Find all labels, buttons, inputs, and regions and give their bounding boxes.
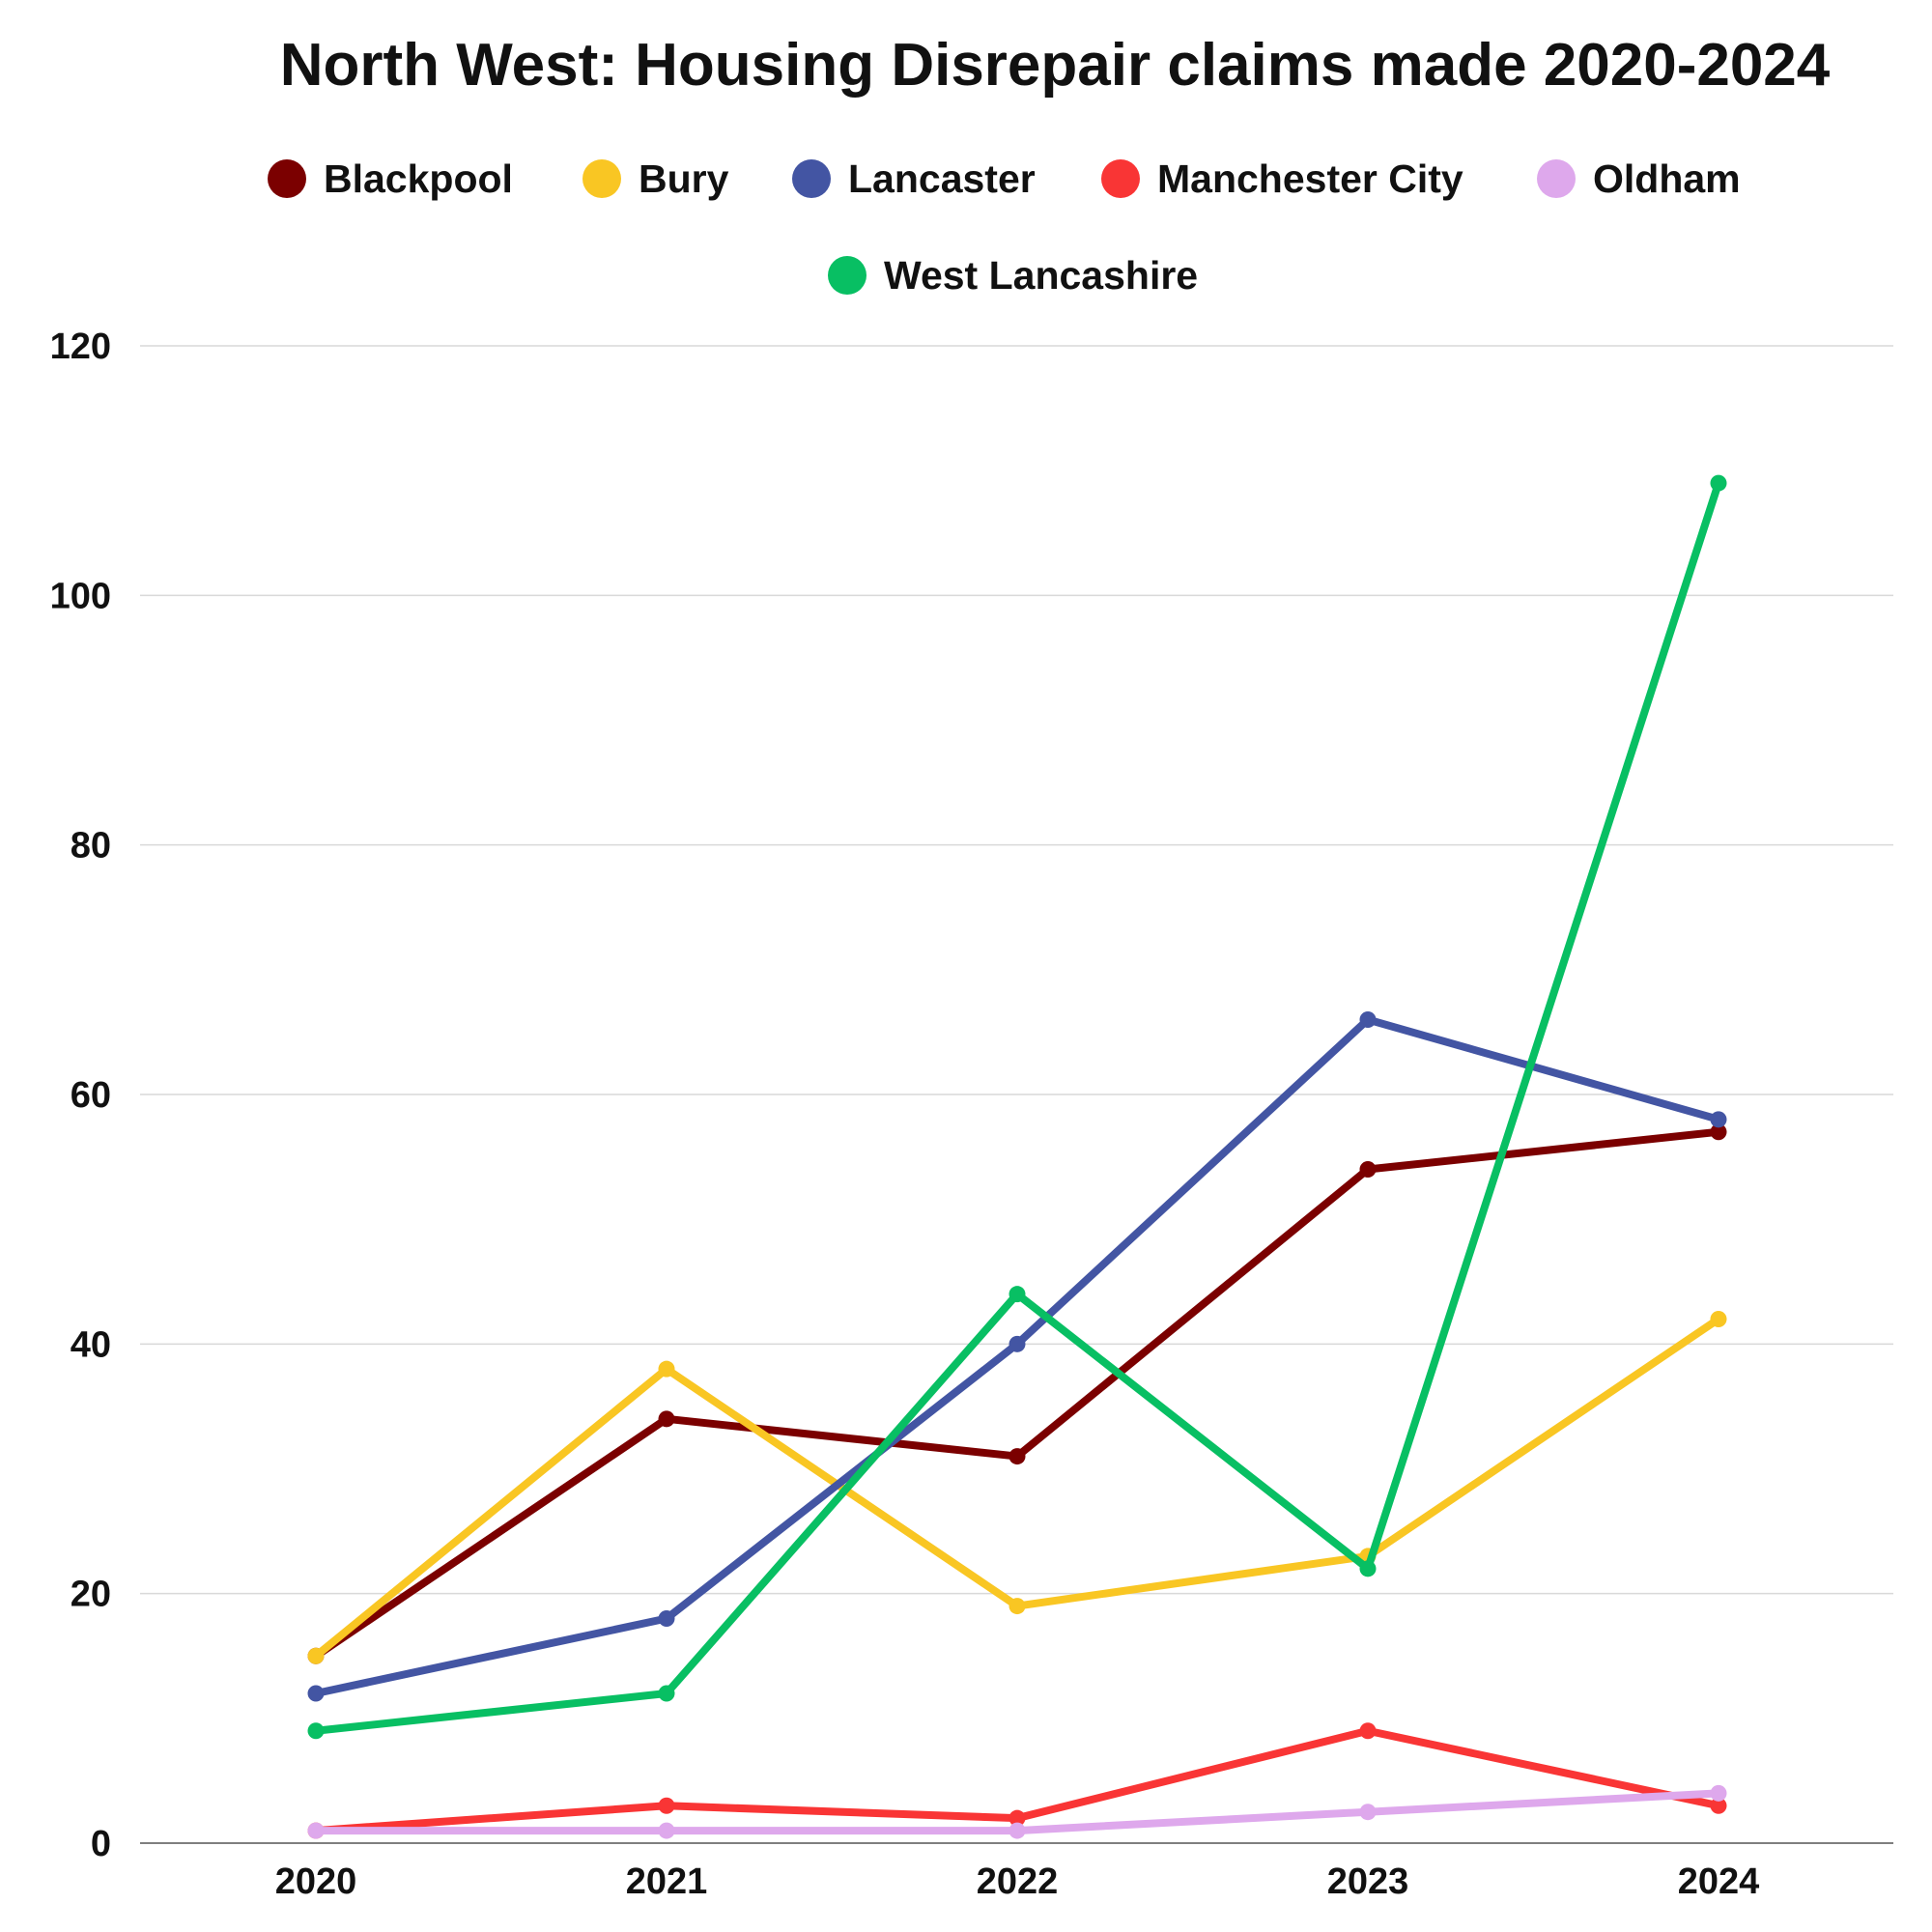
- data-point: [658, 1410, 675, 1428]
- data-point: [1359, 1722, 1377, 1740]
- data-point: [1710, 1111, 1727, 1128]
- legend-label: Oldham: [1593, 156, 1741, 201]
- data-point: [1009, 1335, 1026, 1352]
- data-point: [1710, 1311, 1727, 1327]
- plot-area: [307, 474, 1727, 1839]
- series-oldham: [307, 1784, 1727, 1839]
- y-tick-label: 100: [50, 576, 111, 616]
- data-point: [658, 1360, 675, 1378]
- data-point: [1009, 1809, 1026, 1827]
- series-bury: [307, 1311, 1727, 1664]
- y-tick-label: 120: [50, 327, 111, 367]
- legend-item: Lancaster: [792, 156, 1036, 201]
- data-point: [1009, 1448, 1026, 1465]
- data-point: [1009, 1286, 1026, 1303]
- legend-item: Oldham: [1537, 156, 1741, 201]
- data-point: [658, 1822, 675, 1839]
- data-point: [307, 1722, 325, 1740]
- data-point: [658, 1797, 675, 1814]
- data-point: [1359, 1804, 1377, 1821]
- data-point: [1009, 1598, 1026, 1615]
- y-tick-label: 0: [91, 1824, 111, 1864]
- data-point: [1710, 1123, 1727, 1141]
- series-manchester-city: [307, 1722, 1727, 1839]
- legend-item: Manchester City: [1101, 156, 1463, 201]
- data-point: [1710, 474, 1727, 492]
- data-point: [1359, 1560, 1377, 1577]
- y-tick-label: 40: [71, 1324, 111, 1365]
- legend: Blackpool Bury Lancaster Manchester City Old…: [268, 156, 1741, 298]
- data-point: [307, 1822, 325, 1839]
- data-point: [658, 1610, 675, 1627]
- legend-marker: [582, 159, 621, 198]
- x-tick-label: 2021: [626, 1861, 708, 1902]
- series-line: [312, 1015, 1722, 1697]
- y-axis: 0 20 40 60 80 100 120: [50, 327, 111, 1864]
- x-tick-label: 2024: [1678, 1861, 1760, 1902]
- gridlines: [140, 345, 1893, 1595]
- x-axis: 2020 2021 2022 2023 2024: [140, 1842, 1893, 1902]
- x-tick-label: 2023: [1327, 1861, 1409, 1902]
- legend-marker: [828, 256, 867, 295]
- data-point: [1710, 1797, 1727, 1814]
- series-west-lancashire: [307, 474, 1727, 1740]
- legend-item: West Lancashire: [828, 253, 1198, 298]
- legend-item: Bury: [582, 156, 729, 201]
- y-tick-label: 20: [71, 1575, 111, 1615]
- legend-label: Bury: [639, 156, 729, 201]
- y-tick-label: 60: [71, 1075, 111, 1116]
- legend-label: Lancaster: [848, 156, 1036, 201]
- legend-label: Blackpool: [324, 156, 513, 201]
- legend-marker: [1101, 159, 1140, 198]
- series-line: [312, 1127, 1722, 1661]
- data-point: [658, 1685, 675, 1702]
- series-blackpool: [307, 1123, 1727, 1664]
- legend-marker: [792, 159, 831, 198]
- data-point: [1359, 1011, 1377, 1028]
- series-line: [312, 479, 1722, 1735]
- legend-item: Blackpool: [268, 156, 513, 201]
- series-lancaster: [307, 1011, 1727, 1702]
- data-point: [1359, 1161, 1377, 1178]
- y-tick-label: 80: [71, 826, 111, 867]
- data-point: [1009, 1822, 1026, 1839]
- data-point: [307, 1647, 325, 1664]
- legend-label: West Lancashire: [884, 253, 1198, 298]
- x-tick-label: 2022: [977, 1861, 1059, 1902]
- data-point: [1710, 1784, 1727, 1802]
- legend-marker: [1537, 159, 1576, 198]
- x-tick-label: 2020: [275, 1861, 357, 1902]
- chart-title: North West: Housing Disrepair claims mad…: [280, 32, 1831, 99]
- legend-marker: [268, 159, 306, 198]
- legend-label: Manchester City: [1157, 156, 1463, 201]
- data-point: [307, 1685, 325, 1702]
